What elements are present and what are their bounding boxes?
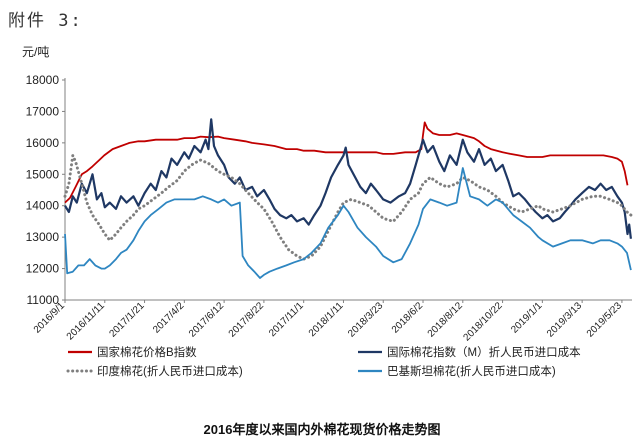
y-tick-label: 13000 xyxy=(26,230,60,244)
y-axis-label: 元/吨 xyxy=(22,45,49,59)
y-tick-label: 16000 xyxy=(26,136,60,150)
x-tick-label: 2017/8/22 xyxy=(227,300,267,340)
series-cotton-b-index-line xyxy=(64,121,629,204)
x-tick-label: 2016/11/11 xyxy=(65,300,107,342)
series-india-cotton-legend-label: 印度棉花(折人民币进口成本) xyxy=(97,364,243,378)
appendix-heading: 附件 3: xyxy=(8,11,83,31)
chart-caption: 2016年度以来国内外棉花现货价格走势图 xyxy=(203,422,441,437)
x-tick-label: 2019/1/1 xyxy=(509,300,545,336)
y-tick-label: 17000 xyxy=(26,104,60,118)
y-tick-label: 18000 xyxy=(26,73,60,87)
y-tick-label: 11000 xyxy=(27,293,60,307)
y-tick-label: 14000 xyxy=(26,199,60,213)
x-tick-label: 2018/8/12 xyxy=(426,300,466,340)
chart-axes: 元/吨 11000 12000 13000 14000 15000 16000 17000 18… xyxy=(22,45,632,344)
x-tick-label: 2017/6/12 xyxy=(187,300,227,340)
series-pakistan-cotton-line xyxy=(64,167,632,279)
x-tick-label: 2017/11/1 xyxy=(267,300,306,339)
y-tick-label: 15000 xyxy=(26,167,60,181)
chart-legend: 国家棉花价格B指数 国际棉花指数（M）折人民币进口成本印度棉花(折人民币进口成本)… xyxy=(66,345,581,378)
x-tick-label: 2019/3/13 xyxy=(545,300,585,340)
x-tick-label: 2017/4/2 xyxy=(151,300,187,336)
x-tick-label: 2019/5/23 xyxy=(585,300,625,340)
x-tick-label: 2017/1/21 xyxy=(107,300,147,340)
series-cotlook-m-index-line xyxy=(64,118,632,239)
series-pakistan-cotton-legend-label: 巴基斯坦棉花(折人民币进口成本) xyxy=(387,364,556,378)
series-india-cotton-line xyxy=(63,153,633,261)
series-cotlook-m-index-legend-label: 国际棉花指数（M）折人民币进口成本 xyxy=(387,345,581,359)
y-tick-label: 12000 xyxy=(26,262,60,276)
series-cotton-b-index-legend-label: 国家棉花价格B指数 xyxy=(97,345,197,359)
x-tick-label: 2018/1/11 xyxy=(307,300,346,339)
x-tick-label: 2018/3/23 xyxy=(346,300,386,340)
x-tick-label: 2018/10/22 xyxy=(462,300,505,343)
chart-series xyxy=(63,118,633,279)
x-tick-label: 2018/6/2 xyxy=(390,300,426,336)
